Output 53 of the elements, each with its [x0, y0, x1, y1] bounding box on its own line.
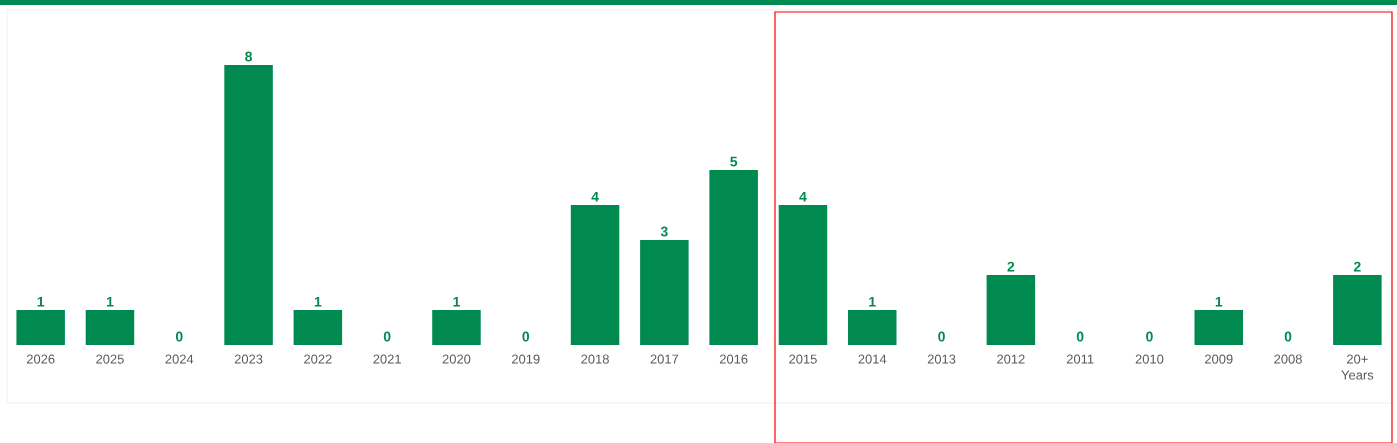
x-tick-label: 2019 — [512, 354, 540, 364]
data-label: 0 — [383, 331, 391, 342]
x-tick-label: 2023 — [234, 354, 263, 364]
x-tick-label: 2016 — [719, 354, 748, 364]
data-label: 0 — [1284, 331, 1292, 342]
data-label: 1 — [1215, 296, 1223, 307]
bar — [16, 310, 65, 345]
x-tick-label: 2011 — [1066, 354, 1094, 364]
bar — [640, 239, 689, 345]
x-tick-label: 2017 — [650, 354, 679, 364]
x-tick-label: 2020 — [442, 354, 471, 364]
data-label: 5 — [730, 156, 738, 167]
x-tick-label: 2018 — [581, 354, 609, 364]
bar — [1333, 274, 1382, 345]
x-tick-label: 2013 — [927, 354, 956, 364]
x-tick-label: 2024 — [165, 354, 194, 364]
x-tick-label: 2009 — [1205, 354, 1233, 364]
bar — [293, 310, 343, 345]
bar — [85, 310, 135, 345]
data-label: 1 — [453, 296, 460, 307]
bar — [848, 310, 897, 345]
data-label: 1 — [314, 296, 322, 307]
x-tick-label: 2015 — [789, 354, 817, 364]
bar — [986, 274, 1036, 345]
data-label: 0 — [1076, 331, 1084, 342]
x-tick-label: 2008 — [1274, 354, 1302, 364]
data-label: 1 — [869, 296, 876, 307]
x-tick-label: 2021 — [373, 354, 401, 364]
x-tick-label: 20+ Years — [1341, 354, 1374, 380]
data-label: 4 — [799, 191, 807, 202]
data-label: 4 — [591, 191, 599, 202]
bar — [432, 310, 481, 345]
data-label: 1 — [37, 296, 45, 307]
data-label: 2 — [1007, 261, 1015, 272]
data-label: 3 — [660, 226, 668, 237]
x-tick-label: 2022 — [304, 354, 332, 364]
data-label: 8 — [245, 51, 253, 62]
x-tick-label: 2025 — [96, 354, 124, 364]
data-label: 0 — [1146, 331, 1153, 342]
bar — [570, 204, 620, 345]
bar — [224, 64, 273, 345]
data-label: 2 — [1353, 261, 1361, 272]
data-label: 0 — [522, 331, 530, 342]
data-label: 0 — [938, 331, 945, 342]
bar — [1194, 310, 1243, 345]
data-label: 0 — [175, 331, 183, 342]
x-tick-label: 2010 — [1135, 354, 1164, 364]
x-tick-label: 2014 — [858, 354, 887, 364]
bar — [709, 169, 758, 345]
data-label: 1 — [106, 296, 114, 307]
x-tick-label: 2026 — [26, 354, 55, 364]
x-tick-label: 2012 — [997, 354, 1025, 364]
bar — [778, 204, 828, 345]
